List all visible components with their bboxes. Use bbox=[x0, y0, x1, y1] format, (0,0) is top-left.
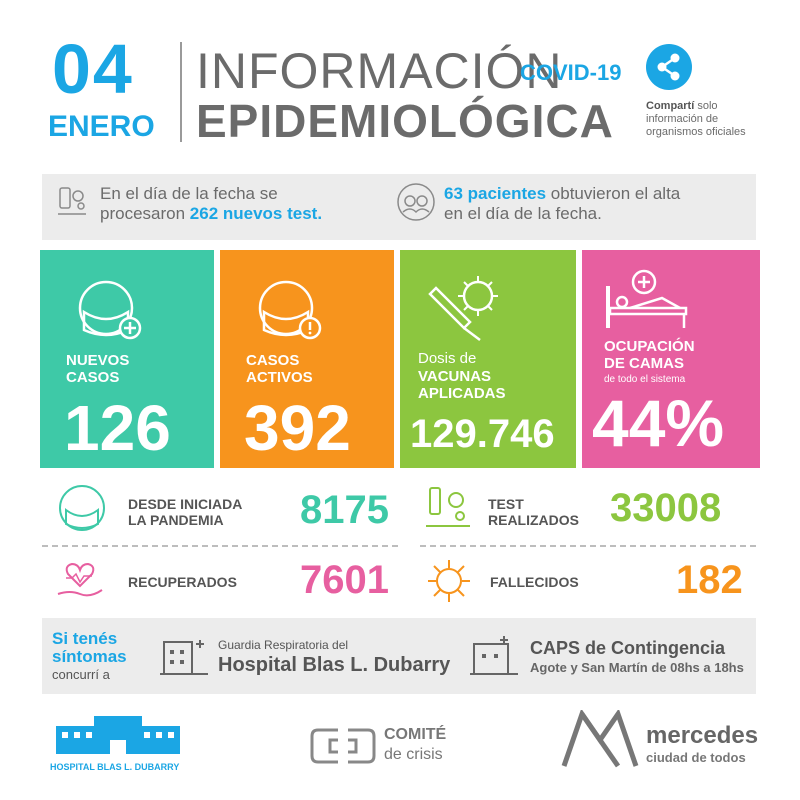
mercedes-line1: mercedes bbox=[646, 722, 759, 749]
camas-sub: de todo el sistema bbox=[604, 374, 686, 385]
camas-label: OCUPACIÓN DE CAMAS bbox=[604, 338, 695, 372]
test-label-2: REALIZADOS bbox=[488, 512, 579, 528]
nuevos-label-1: NUEVOS bbox=[66, 352, 130, 369]
symptoms-line3: concurrí a bbox=[52, 667, 110, 682]
nuevos-label: NUEVOS CASOS bbox=[66, 352, 129, 386]
fallecidos-label: FALLECIDOS bbox=[490, 574, 579, 590]
activos-label: CASOS ACTIVOS bbox=[246, 352, 313, 386]
pandemia-label: DESDE INICIADA LA PANDEMIA bbox=[128, 496, 242, 528]
caps-name: CAPS de Contingencia bbox=[530, 638, 726, 658]
nuevos-label-2: CASOS bbox=[66, 369, 120, 386]
camas-label-2: DE CAMAS bbox=[604, 355, 685, 372]
comite-line2: de crisis bbox=[384, 746, 443, 763]
symptoms-line1: Si tenés bbox=[52, 629, 118, 648]
discharge-info-rest: obtuvieron el alta bbox=[546, 184, 681, 203]
recuperados-label: RECUPERADOS bbox=[128, 574, 237, 590]
vacunas-label: VACUNAS APLICADAS bbox=[418, 368, 506, 402]
pandemia-label-1: DESDE INICIADA bbox=[128, 496, 243, 512]
share-note-line2: información de bbox=[646, 113, 719, 125]
title-line2: EPIDEMIOLÓGICA bbox=[196, 95, 614, 147]
covid-label: COVID-19 bbox=[520, 60, 622, 85]
pandemia-label-2: LA PANDEMIA bbox=[128, 512, 224, 528]
hospital-name: Hospital Blas L. Dubarry bbox=[218, 654, 451, 676]
pandemia-value: 8175 bbox=[300, 488, 389, 532]
vacunas-label-1: VACUNAS bbox=[418, 368, 492, 385]
stats-divider-left bbox=[42, 545, 398, 547]
card-vacunas: Dosis de VACUNAS APLICADAS 129.746 bbox=[400, 250, 576, 468]
caps-detail: Agote y San Martín de 08hs a 18hs bbox=[530, 660, 744, 675]
vacunas-pre: Dosis de bbox=[418, 350, 477, 367]
tests-info-prefix: procesaron bbox=[100, 204, 190, 223]
card-casos-activos: CASOS ACTIVOS 392 bbox=[220, 250, 394, 468]
card-nuevos-casos: NUEVOS CASOS 126 bbox=[40, 250, 214, 468]
share-note: Compartí solo información de organismos … bbox=[646, 100, 766, 139]
discharge-info: 63 pacientes obtuvieron el alta en el dí… bbox=[444, 184, 680, 224]
hospital-logo-text: HOSPITAL BLAS L. DUBARRY bbox=[50, 762, 180, 772]
caps-building-icon bbox=[470, 636, 518, 675]
camas-value: 44% bbox=[592, 386, 725, 460]
activos-label-1: CASOS bbox=[246, 352, 300, 369]
recuperados-value: 7601 bbox=[300, 558, 389, 602]
nuevos-value: 126 bbox=[64, 392, 171, 464]
share-icon bbox=[657, 53, 680, 81]
share-note-line3: organismos oficiales bbox=[646, 126, 746, 138]
vacunas-label-2: APLICADAS bbox=[418, 385, 506, 402]
tests-info: En el día de la fecha se procesaron 262 … bbox=[100, 184, 322, 224]
fallecidos-value: 182 bbox=[676, 558, 743, 602]
mercedes-line2: ciudad de todos bbox=[646, 750, 746, 765]
mercedes-logo bbox=[561, 710, 639, 768]
virus-icon bbox=[428, 560, 470, 602]
hospital-dubarry-logo bbox=[56, 716, 180, 754]
discharge-info-highlight: 63 pacientes bbox=[444, 184, 547, 203]
title-line1: INFORMACIÓN bbox=[196, 43, 563, 99]
header-divider bbox=[180, 42, 182, 142]
masked-face-plus-icon bbox=[78, 280, 142, 340]
hospital-bed-icon bbox=[606, 269, 688, 328]
doctors-icon bbox=[397, 183, 435, 221]
share-note-rest: solo bbox=[694, 100, 718, 112]
symptoms-callout: Si tenés síntomas concurrí a bbox=[52, 630, 127, 684]
symptoms-line2: síntomas bbox=[52, 647, 127, 666]
masked-person-icon bbox=[59, 485, 105, 531]
test-value: 33008 bbox=[610, 486, 722, 530]
lab-microscope-icon bbox=[426, 487, 470, 527]
vacunas-value: 129.746 bbox=[410, 412, 555, 456]
discharge-info-line2: en el día de la fecha. bbox=[444, 204, 602, 223]
comite-line1: COMITÉ bbox=[384, 726, 447, 743]
tests-info-line1: En el día de la fecha se bbox=[100, 184, 278, 203]
test-label: TEST REALIZADOS bbox=[488, 496, 579, 528]
stats-divider-right bbox=[420, 545, 756, 547]
hospital-building-icon bbox=[160, 640, 208, 675]
masked-face-alert-icon bbox=[258, 280, 322, 340]
activos-value: 392 bbox=[244, 392, 351, 464]
symptoms-bar bbox=[42, 618, 756, 694]
comite-crisis-logo bbox=[310, 728, 376, 764]
share-button[interactable] bbox=[646, 44, 692, 90]
report-day: 04 bbox=[52, 30, 134, 108]
tests-info-highlight: 262 nuevos test. bbox=[189, 204, 323, 223]
report-month: ENERO bbox=[48, 110, 155, 143]
share-note-bold: Compartí bbox=[646, 100, 695, 112]
test-tube-icon bbox=[58, 187, 86, 215]
heart-hand-icon bbox=[57, 562, 103, 597]
hospital-pre: Guardia Respiratoria del bbox=[218, 638, 349, 652]
syringe-virus-icon bbox=[428, 276, 498, 341]
card-ocupacion-camas: OCUPACIÓN DE CAMAS de todo el sistema 44… bbox=[582, 250, 760, 468]
activos-label-2: ACTIVOS bbox=[246, 369, 313, 386]
camas-label-1: OCUPACIÓN bbox=[604, 338, 695, 355]
test-label-1: TEST bbox=[488, 496, 524, 512]
